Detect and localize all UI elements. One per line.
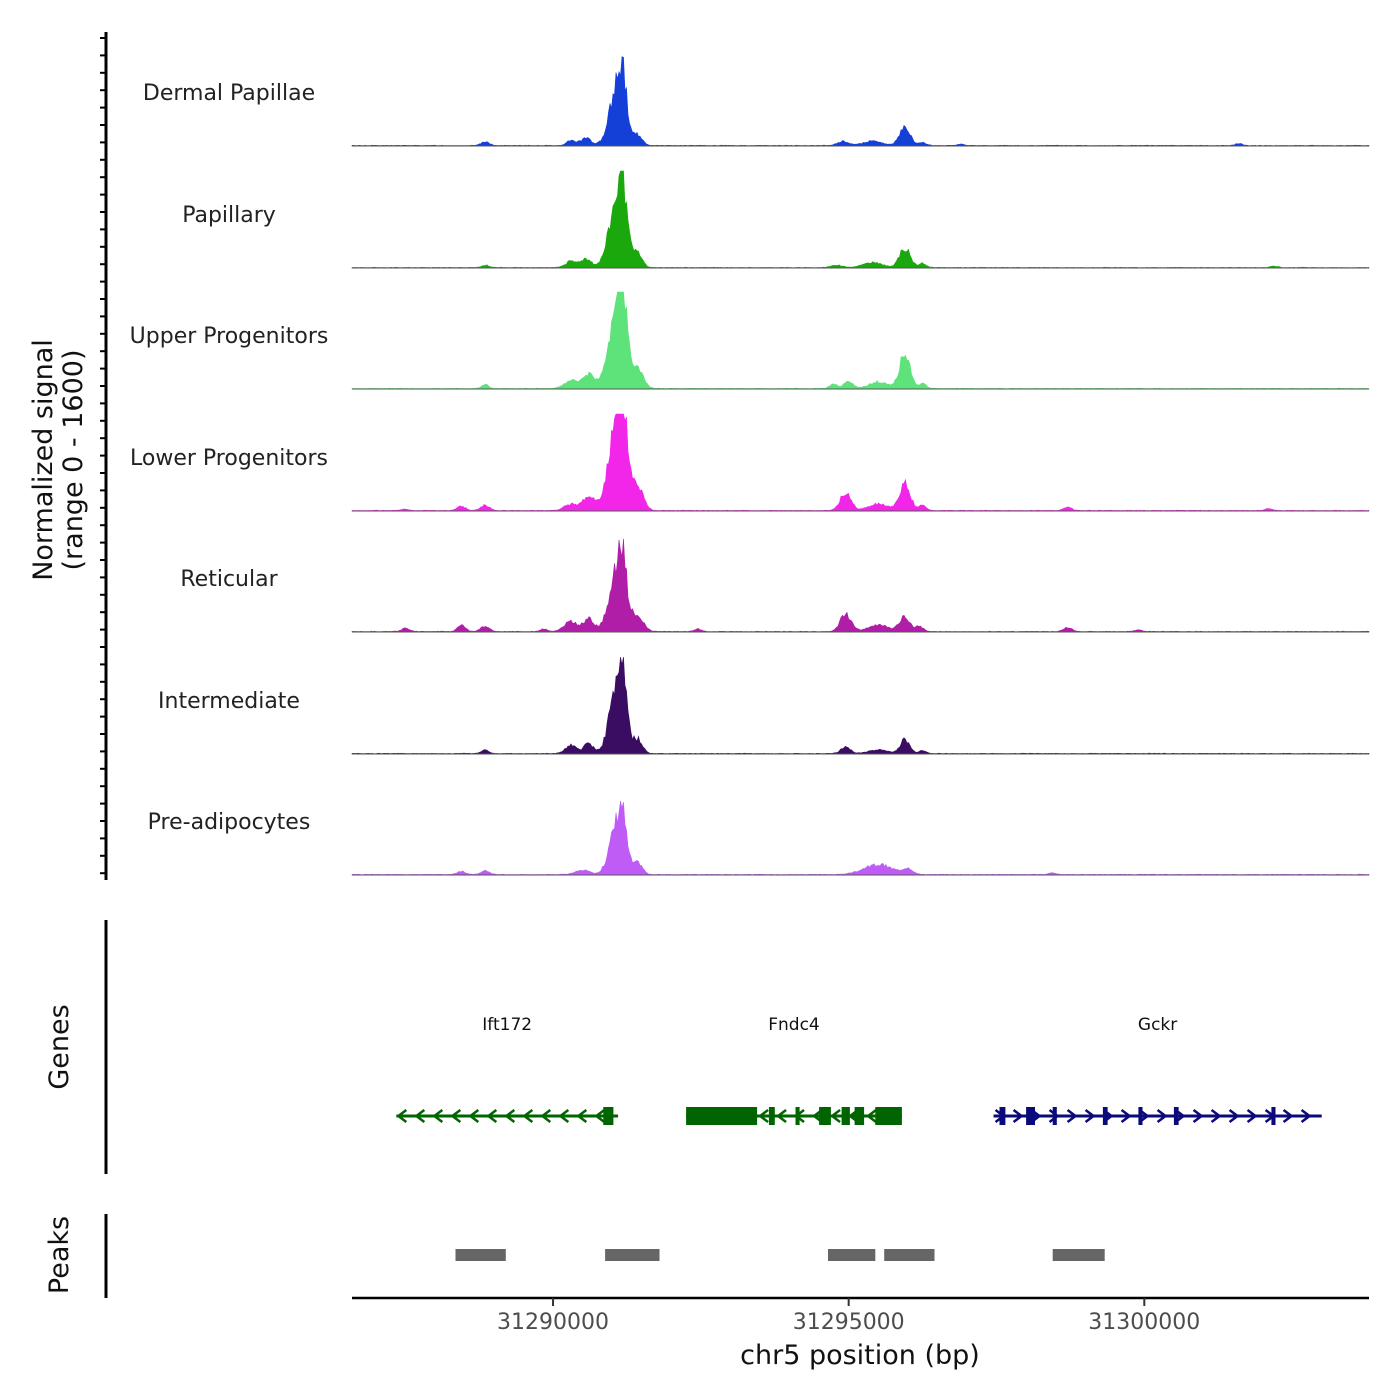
strand-arrow — [865, 1109, 877, 1123]
track-label-lower-progenitors: Lower Progenitors — [130, 446, 328, 471]
peak-region — [605, 1249, 660, 1261]
peak-region — [828, 1249, 876, 1261]
track-lower-progenitors — [351, 413, 1370, 512]
strand-arrow — [504, 1108, 516, 1124]
gene-ift172: Ift172 — [396, 1015, 619, 1125]
gene-exon — [686, 1107, 758, 1125]
peak-regions — [455, 1249, 1105, 1261]
coverage-area-papillary — [351, 170, 1370, 269]
gene-exon — [819, 1107, 831, 1125]
gene-exon — [1052, 1107, 1057, 1125]
strand-arrow — [1192, 1109, 1204, 1123]
y-axis-title: Normalized signal (range 0 - 1600) — [28, 339, 89, 581]
x-tick-label: 31295000 — [793, 1310, 905, 1335]
gene-exon — [1102, 1107, 1108, 1125]
coverage-area-pre-adipocytes — [351, 801, 1370, 876]
strand-arrow — [1228, 1109, 1240, 1123]
track-upper-progenitors — [351, 291, 1370, 390]
genes-panel-label: Genes — [44, 1004, 75, 1089]
strand-arrow — [414, 1109, 426, 1123]
gene-gckr: Gckr — [993, 1015, 1322, 1125]
strand-arrow — [396, 1109, 408, 1123]
x-tick-label: 31300000 — [1088, 1310, 1200, 1335]
x-axis-ticks: 31290000 31295000 31300000 — [497, 1298, 1200, 1335]
coverage-area-reticular — [351, 538, 1370, 633]
track-label-papillary: Papillary — [182, 203, 276, 228]
gene-label-ift172: Ift172 — [482, 1015, 532, 1035]
strand-arrow — [558, 1109, 570, 1123]
coverage-area-intermediate — [351, 656, 1370, 755]
strand-arrow — [576, 1109, 588, 1123]
strand-arrow — [432, 1109, 444, 1123]
gene-exon — [854, 1107, 865, 1125]
peak-region — [455, 1249, 506, 1261]
track-reticular — [351, 538, 1370, 633]
gene-exon — [795, 1107, 800, 1125]
coverage-area-upper-progenitors — [351, 291, 1370, 390]
track-label-reticular: Reticular — [180, 567, 278, 592]
coverage-tracks — [351, 56, 1370, 876]
track-label-upper-progenitors: Upper Progenitors — [130, 324, 329, 349]
x-axis-title: chr5 position (bp) — [740, 1340, 980, 1371]
strand-arrow — [1012, 1109, 1024, 1123]
y-axis-title-line1: Normalized signal — [28, 339, 59, 581]
track-dermal-papillae — [351, 56, 1370, 147]
strand-arrow — [540, 1109, 552, 1123]
strand-arrow — [1120, 1109, 1132, 1123]
strand-arrow — [1066, 1109, 1078, 1123]
gene-exon — [841, 1107, 850, 1125]
peak-region — [1052, 1249, 1105, 1261]
x-tick-label: 31290000 — [497, 1310, 609, 1335]
strand-arrow — [1048, 1109, 1060, 1123]
y-axis-title-line2: (range 0 - 1600) — [58, 350, 89, 571]
strand-arrow — [1246, 1109, 1258, 1123]
strand-arrow — [829, 1109, 841, 1123]
gene-fndc4: Fndc4 — [685, 1015, 902, 1125]
strand-arrow — [522, 1109, 534, 1123]
gene-label-gckr: Gckr — [1138, 1015, 1177, 1035]
gene-exon — [1173, 1107, 1179, 1125]
gene-exon — [1138, 1107, 1143, 1125]
strand-arrow — [1282, 1109, 1294, 1123]
track-label-dermal-papillae: Dermal Papillae — [143, 81, 315, 106]
strand-arrow — [594, 1109, 606, 1123]
gene-exon — [875, 1107, 902, 1125]
gene-exon — [768, 1107, 775, 1125]
track-labels: Dermal Papillae Papillary Upper Progenit… — [130, 81, 329, 835]
gene-label-fndc4: Fndc4 — [768, 1015, 820, 1035]
strand-arrow — [450, 1109, 462, 1123]
strand-arrow — [1084, 1109, 1096, 1123]
peaks-panel-label: Peaks — [44, 1216, 75, 1294]
strand-arrow — [757, 1109, 769, 1123]
strand-arrow — [486, 1109, 498, 1123]
strand-arrow — [775, 1109, 787, 1123]
strand-arrow — [468, 1109, 480, 1123]
track-pre-adipocytes — [351, 801, 1370, 876]
coverage-area-dermal-papillae — [351, 56, 1370, 147]
strand-arrow — [1210, 1109, 1222, 1123]
strand-arrow — [1300, 1109, 1312, 1123]
strand-arrow — [1156, 1109, 1168, 1123]
track-label-pre-adipocytes: Pre-adipocytes — [148, 810, 311, 835]
coverage-area-lower-progenitors — [351, 413, 1370, 512]
gene-exon — [999, 1107, 1006, 1125]
track-papillary — [351, 170, 1370, 269]
gene-exon — [1026, 1107, 1035, 1125]
peak-region — [884, 1249, 935, 1261]
track-intermediate — [351, 656, 1370, 755]
gene-exon — [603, 1107, 614, 1125]
gene-exon — [1271, 1107, 1276, 1125]
signal-y-ticks — [100, 37, 106, 875]
gene-models: Ift172 Fndc4 Gckr — [396, 1015, 1322, 1125]
track-label-intermediate: Intermediate — [158, 689, 300, 714]
